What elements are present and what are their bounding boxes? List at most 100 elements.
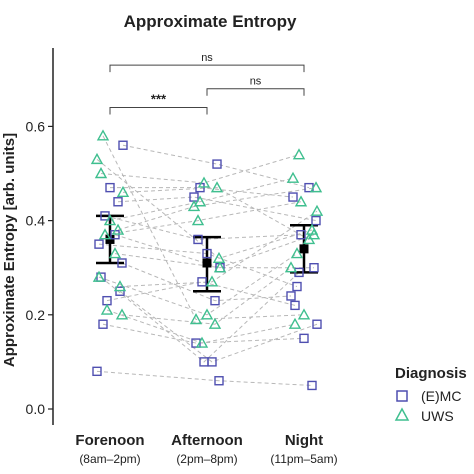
subject-trajectory [119,290,318,363]
x-category-sublabel: (2pm–8pm) [176,452,237,466]
uws-point [96,129,110,141]
subject-trajectory [102,323,305,344]
y-tick-label: 0.4 [26,213,46,229]
uws-point [113,280,127,292]
subject-trajectory [110,187,294,198]
uws-point [288,317,302,329]
uws-point [309,181,323,193]
emc-point [299,333,309,344]
subject-trajectory [122,144,310,189]
emc-point [214,376,224,386]
significance-bracket [109,64,305,73]
uws-point [98,228,112,240]
uws-point [108,247,122,259]
paired-lines [96,135,318,386]
subject-trajectory [102,135,305,321]
uws-point [193,195,207,207]
emc-point [294,267,304,278]
subject-trajectory [114,234,314,269]
y-axis-label: Approximate Entropy [arb. units] [1,133,18,367]
uws-point [290,247,304,259]
emc-point [197,277,207,287]
uws-point [208,317,222,329]
significance-label: ns [201,52,213,64]
subject-trajectory [109,177,294,222]
emc-point [94,239,104,249]
emc-point [286,291,296,301]
subject-trajectory [96,158,313,259]
subject-trajectory [114,234,315,269]
uws-point [310,204,324,216]
subject-trajectory [98,253,298,316]
subject-trajectory [100,272,300,363]
emc-point [193,234,203,245]
uws-point [115,308,129,320]
emc-point [311,215,321,226]
uws-point [197,176,211,188]
subject-trajectory [121,267,292,325]
mean-marker [105,234,115,244]
uws-point [195,336,209,348]
emc-point [288,192,298,202]
subject-trajectory [122,187,310,240]
mean-marker [202,258,212,268]
emc-point [100,211,110,221]
subject-trajectory [96,370,313,386]
uws-point [305,223,319,235]
emc-point [307,380,317,391]
significance-label: ns [250,76,262,88]
significance-label: *** [151,92,167,107]
uws-point [189,313,203,325]
legend-title: Diagnosis [395,365,467,382]
emc-point [117,258,127,268]
data-points [90,129,324,391]
legend: Diagnosis (E)MC UWS [394,365,467,424]
uws-point [210,181,224,193]
emc-point [113,197,123,207]
emc-point [115,286,125,296]
y-tick-label: 0.0 [26,401,46,417]
uws-point [302,232,316,245]
mean-marker [299,244,309,254]
chart-title: Approximate Entropy [124,12,297,31]
subject-trajectory [104,215,302,240]
legend-emc-label: (E)MC [421,388,461,404]
emc-point [105,182,115,193]
x-category-sublabel: (8am–2pm) [79,452,140,466]
emc-point [195,182,205,193]
emc-point [309,263,319,273]
legend-emc-square-icon [396,390,408,402]
emc-point [212,159,222,169]
subject-trajectory [121,262,292,302]
significance-brackets: *** ns ns [109,52,305,115]
uws-point [111,223,125,235]
uws-point [100,303,114,315]
uws-point [292,148,306,160]
emc-point [292,281,302,292]
uws-point [103,214,117,226]
mean-errorbars [96,214,318,293]
uws-point [205,275,219,287]
emc-point [199,357,209,367]
x-category-label: Afternoon [171,432,243,449]
uws-point [94,167,108,179]
significance-bracket [109,107,208,115]
y-tick-label: 0.2 [26,307,46,323]
uws-point [116,185,130,198]
subject-trajectory [104,201,302,236]
x-categories: Forenoon (8am–2pm) Afternoon (2pm–8pm) Night… [75,432,337,466]
subject-trajectory [117,187,317,231]
emc-point [210,295,220,306]
legend-uws-triangle-icon [394,407,410,421]
y-ticks: 0.0 0.2 0.4 0.6 [26,118,53,417]
uws-point [212,251,226,263]
uws-point [284,261,298,273]
uws-point [213,261,227,273]
emc-point [92,366,102,377]
emc-point [202,248,212,259]
uws-point [286,171,300,183]
uws-point [92,270,106,282]
uws-point [297,308,311,320]
uws-point [200,308,214,320]
